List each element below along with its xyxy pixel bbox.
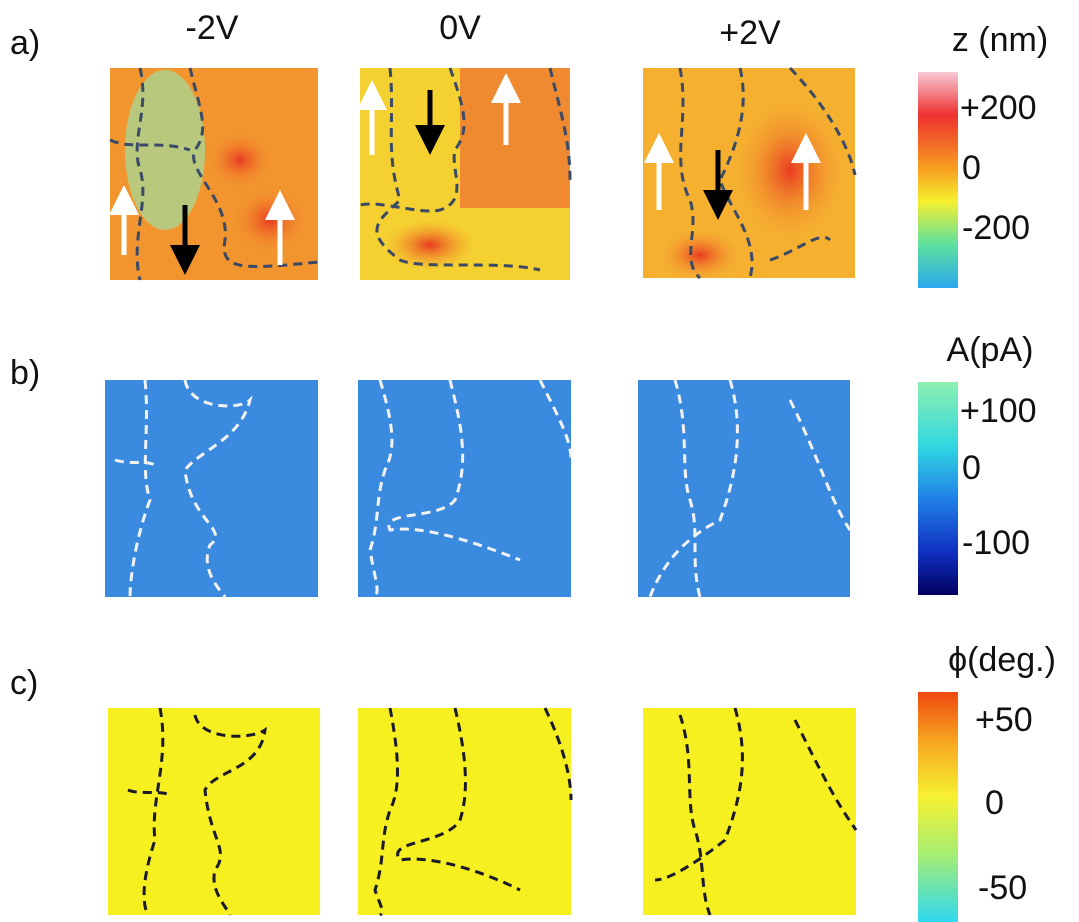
colorbar-label: -50 <box>978 869 1027 907</box>
colorbar: A(pA) +100 0 -100 <box>918 331 1037 595</box>
phase-panels <box>108 708 856 915</box>
colorbar-label: +100 <box>960 392 1037 430</box>
colorbar-label: +50 <box>975 701 1033 739</box>
colorbar-label: 0 <box>962 449 981 487</box>
colorbar-label: 0 <box>962 149 981 187</box>
topography-panels <box>110 68 855 280</box>
column-label: -2V <box>186 9 239 47</box>
amplitude-panels <box>105 380 850 597</box>
colorbar-label: -200 <box>962 209 1030 247</box>
colorbar: ϕ(deg.) +50 0 -50 <box>918 641 1056 922</box>
column-label: 0V <box>439 9 481 47</box>
figure: a) b) c) -2V 0V +2V <box>0 0 1079 922</box>
row-label: b) <box>10 354 40 392</box>
colorbar-label: 0 <box>985 784 1004 822</box>
colorbar-title: z (nm) <box>952 21 1048 59</box>
colorbar: z (nm) +200 0 -200 <box>918 21 1048 288</box>
colorbar-label: +200 <box>960 89 1037 127</box>
colorbar-label: -100 <box>962 524 1030 562</box>
colorbar-title: A(pA) <box>947 331 1034 369</box>
column-label: +2V <box>719 14 781 52</box>
colorbar-title: ϕ(deg.) <box>948 641 1056 679</box>
row-label: c) <box>10 664 38 702</box>
row-label: a) <box>10 24 40 62</box>
